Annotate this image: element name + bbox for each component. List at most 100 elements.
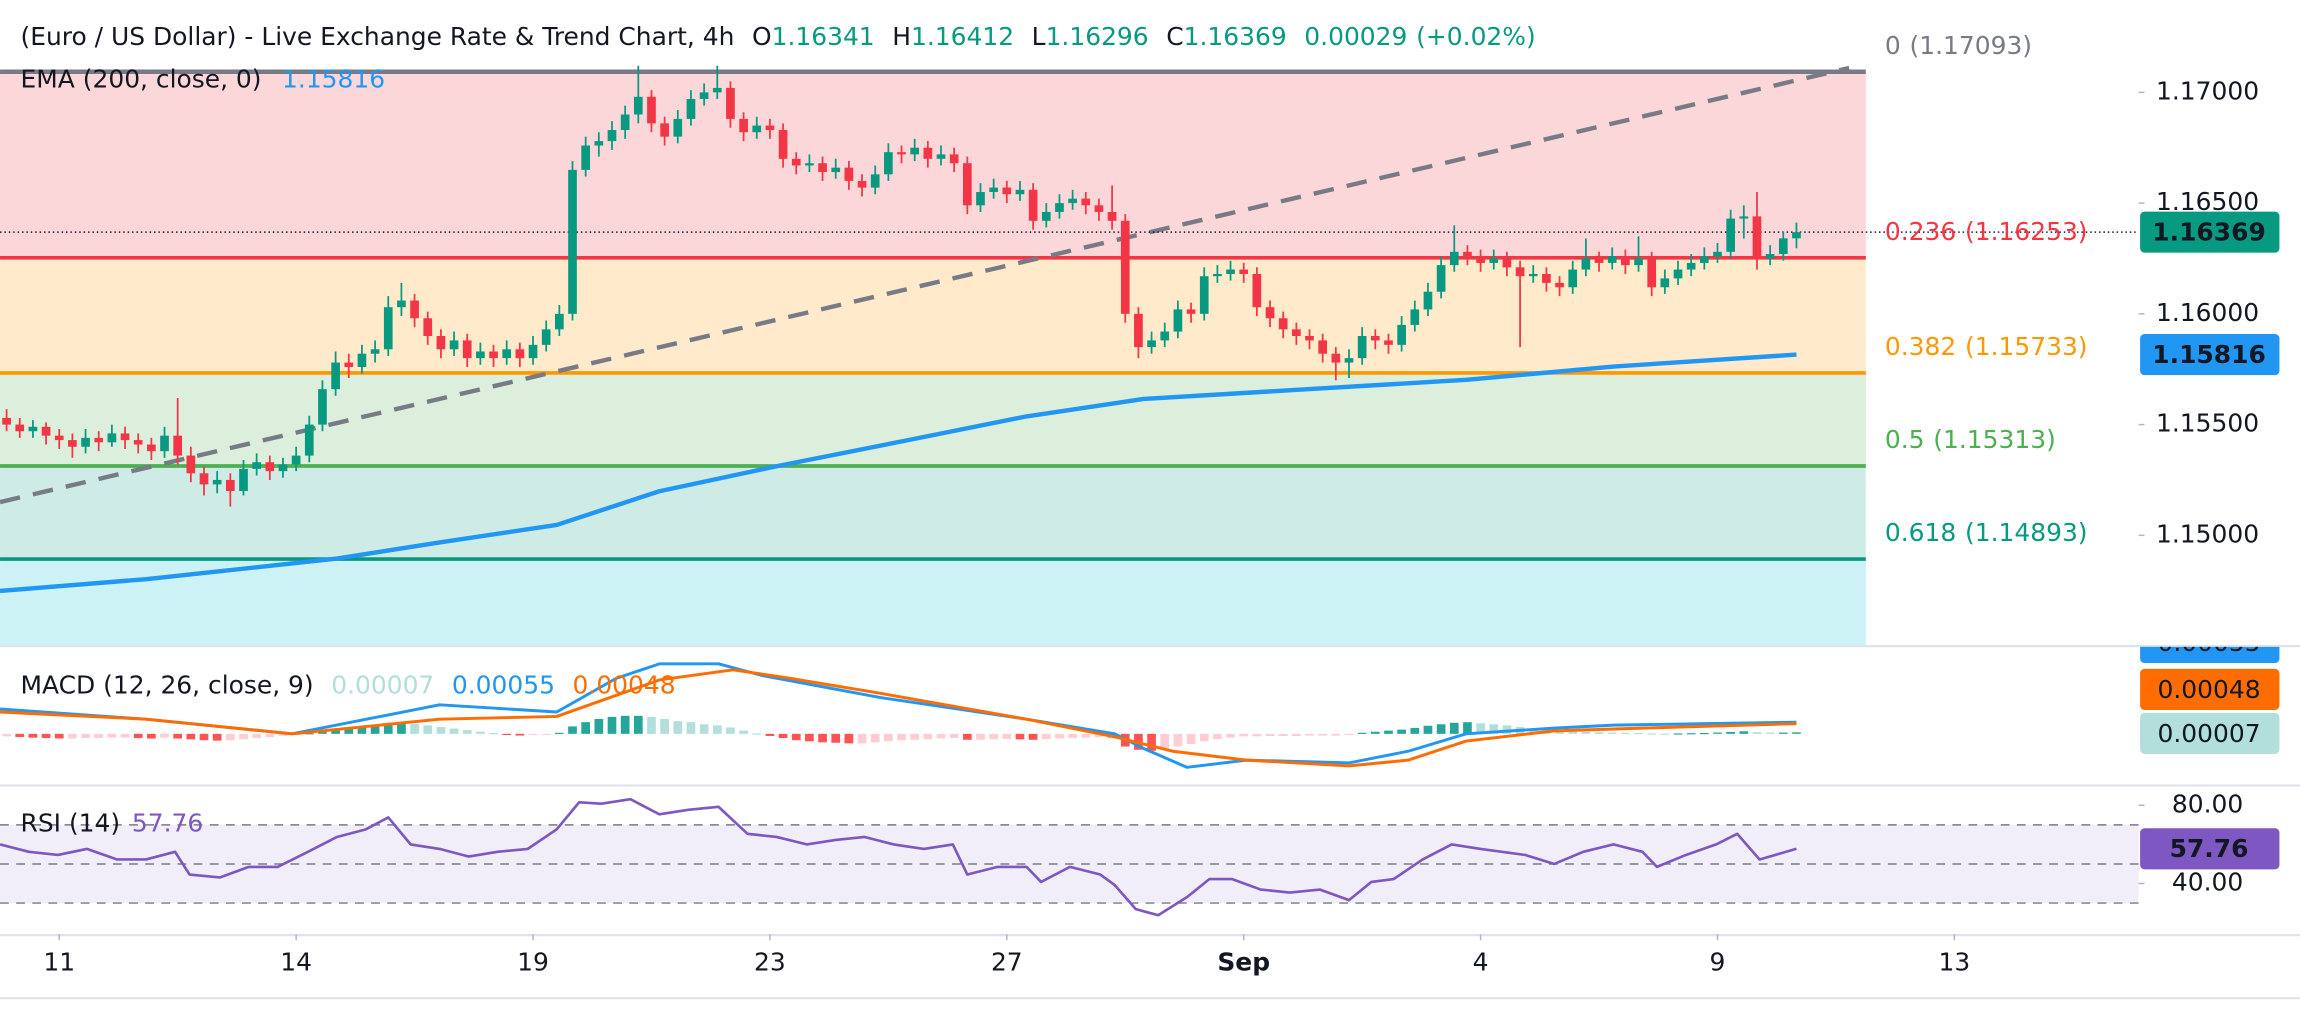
ohlc-value: 1.16341 <box>772 22 875 51</box>
candle-body <box>936 154 946 159</box>
candle-body <box>805 163 814 166</box>
candle-body <box>318 389 327 425</box>
candle-body <box>686 99 696 119</box>
macd-histogram-bar <box>633 715 643 734</box>
candle-body <box>462 340 472 359</box>
candle-body <box>370 349 380 354</box>
macd-histogram-bar <box>568 726 577 734</box>
ema-legend: EMA (200, close, 0) 1.15816 <box>21 65 386 94</box>
macd-histogram-bar <box>1292 733 1301 736</box>
candle-body <box>1410 309 1420 325</box>
macd-histogram-bar <box>1318 733 1328 736</box>
macd-histogram-bar <box>1397 729 1406 734</box>
header: (Euro / US Dollar) - Live Exchange Rate … <box>21 22 1536 51</box>
candle-body <box>120 433 130 441</box>
candle-body <box>1213 273 1222 277</box>
axes: 1.15000 1.15500 1.16000 1.16500 1.17000 80.00… <box>0 76 2300 1000</box>
histogram-value-text: 0.00007 <box>2158 719 2261 748</box>
macd-histogram-bar <box>1055 733 1064 739</box>
candle-body <box>410 300 419 319</box>
candle-body <box>791 158 801 166</box>
candle-body <box>239 468 248 492</box>
candle-body <box>673 118 683 137</box>
candle-body <box>331 362 340 390</box>
x-tick-label: 14 <box>280 948 312 977</box>
candle-body <box>94 437 104 443</box>
macd-histogram-bar <box>1713 732 1722 734</box>
ema-name: EMA (200, close, 0) <box>21 65 262 94</box>
candle-body <box>620 114 630 131</box>
macd-histogram-bar <box>1476 723 1485 734</box>
macd-histogram-bar <box>199 733 209 741</box>
candle-body <box>160 435 169 452</box>
macd-histogram-bar <box>989 733 998 740</box>
candle-body <box>607 130 617 142</box>
macd-histogram-bar <box>949 733 959 739</box>
histogram-value-box <box>2140 712 2280 754</box>
macd-histogram-bar <box>1081 733 1091 738</box>
candle-body <box>1726 218 1735 252</box>
macd-histogram-bar <box>1384 730 1393 734</box>
macd-histogram-bar <box>1792 732 1801 734</box>
x-tick-label: 19 <box>517 948 549 977</box>
candle-body <box>976 192 985 206</box>
macd-histogram-bar <box>1147 733 1156 751</box>
ohlc-value: 1.16369 <box>1184 22 1287 51</box>
macd-histogram-bar <box>133 733 143 739</box>
candle-body <box>923 147 933 159</box>
macd-histogram-bar <box>1265 733 1275 736</box>
ohlc-value: 1.16412 <box>911 22 1014 51</box>
candle-body <box>383 307 393 350</box>
candle-body <box>265 462 275 472</box>
rsi-tick-label: 80.00 <box>2172 789 2243 818</box>
macd-histogram-bar <box>1528 728 1538 734</box>
candle-body <box>949 154 959 164</box>
macd-value-text: 0.00055 <box>2158 628 2261 657</box>
change-percent: (+0.02%) <box>1416 22 1536 51</box>
candle-body <box>1699 256 1709 263</box>
macd-histogram-bar <box>1068 733 1077 739</box>
signal-value: 0.00048 <box>573 670 676 699</box>
x-tick-label: Sep <box>1217 948 1270 977</box>
fib-zone <box>0 465 1866 560</box>
y-tick-label: 1.15500 <box>2156 409 2259 438</box>
macd-histogram-bar <box>502 733 512 736</box>
macd-histogram-bar <box>344 728 354 734</box>
ohlc-value: 1.16296 <box>1046 22 1149 51</box>
macd-histogram-bar <box>41 733 51 739</box>
candle-body <box>133 440 143 445</box>
macd-histogram-bar <box>870 733 880 743</box>
candle-body <box>344 362 354 367</box>
macd-histogram-bar <box>1252 733 1262 737</box>
candle-body <box>489 351 498 359</box>
macd-histogram-bar <box>147 733 156 739</box>
fib-price: (1.15733) <box>1965 332 2088 361</box>
ema-line <box>0 352 1797 594</box>
candle-body <box>1673 269 1683 279</box>
macd-histogram-bar <box>212 733 222 741</box>
macd-histogram-bar <box>304 733 314 735</box>
macd-histogram-bar <box>120 733 130 738</box>
candle-body <box>81 437 90 447</box>
candle-body <box>1476 256 1485 263</box>
candle-body <box>1607 256 1617 263</box>
macd-histogram-bar <box>1028 733 1038 740</box>
macd-value-boxes: 0.00055 0.00048 0.00007 <box>2140 628 2280 754</box>
candle-body <box>962 163 972 206</box>
ohlc-label: L <box>1032 22 1046 51</box>
ohlc-label: O <box>752 22 772 51</box>
fib-label: 0.5 (1.15313) <box>1885 425 2056 454</box>
candle-body <box>818 163 827 173</box>
macd-histogram-bar <box>1660 733 1670 735</box>
macd-histogram-bar <box>686 722 696 734</box>
macd-histogram-bar <box>1370 731 1380 734</box>
fib-zone <box>0 559 1866 646</box>
candle-body <box>1199 276 1209 314</box>
macd-histogram-bar <box>699 724 709 734</box>
macd-histogram-bar <box>1765 732 1775 734</box>
macd-histogram-bar <box>436 727 446 734</box>
candle-body <box>1015 189 1025 195</box>
x-tick-label: 4 <box>1473 948 1489 977</box>
candle-body <box>1318 340 1328 354</box>
